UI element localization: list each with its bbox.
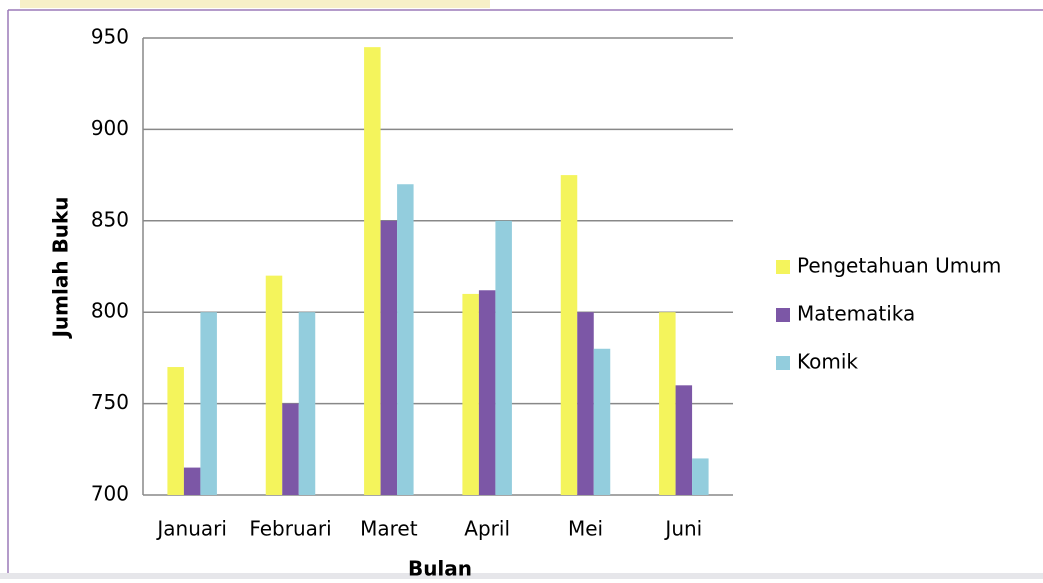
legend-swatch	[776, 308, 790, 322]
x-tick-label: Februari	[249, 517, 331, 541]
bar	[560, 175, 578, 495]
bar	[200, 312, 217, 495]
legend-label: Komik	[797, 350, 858, 374]
bar	[478, 290, 496, 495]
header-strip	[20, 0, 490, 8]
y-tick-label: 900	[91, 116, 129, 140]
bar	[577, 312, 594, 495]
bar	[397, 184, 414, 496]
x-tick-label: Juni	[663, 517, 702, 541]
bar	[495, 220, 512, 496]
bar	[265, 275, 283, 495]
bar	[675, 385, 693, 495]
y-tick-label: 800	[91, 299, 129, 323]
legend-label: Pengetahuan Umum	[797, 254, 1001, 278]
y-tick-label: 950	[91, 25, 129, 49]
x-tick-label: Januari	[155, 517, 227, 541]
bar	[298, 312, 316, 495]
frame-bottom	[0, 573, 1043, 579]
bar	[659, 312, 676, 495]
y-tick-label: 750	[91, 390, 129, 414]
bar	[692, 458, 709, 495]
x-tick-label: April	[464, 517, 510, 541]
legend-swatch	[776, 356, 790, 370]
bar	[380, 220, 398, 496]
legend-label: Matematika	[797, 302, 915, 326]
bar	[282, 403, 299, 495]
bar	[462, 293, 479, 495]
x-axis-label: Bulan	[408, 557, 472, 580]
bar	[364, 47, 381, 495]
y-tick-label: 850	[91, 207, 129, 231]
x-tick-label: Maret	[360, 517, 418, 541]
bar	[167, 367, 184, 495]
y-axis-label: Jumlah Buku	[49, 196, 73, 339]
bar	[183, 467, 201, 495]
y-tick-label: 700	[91, 482, 129, 506]
bar	[593, 348, 611, 495]
x-tick-label: Mei	[568, 517, 603, 541]
legend-swatch	[776, 260, 790, 274]
